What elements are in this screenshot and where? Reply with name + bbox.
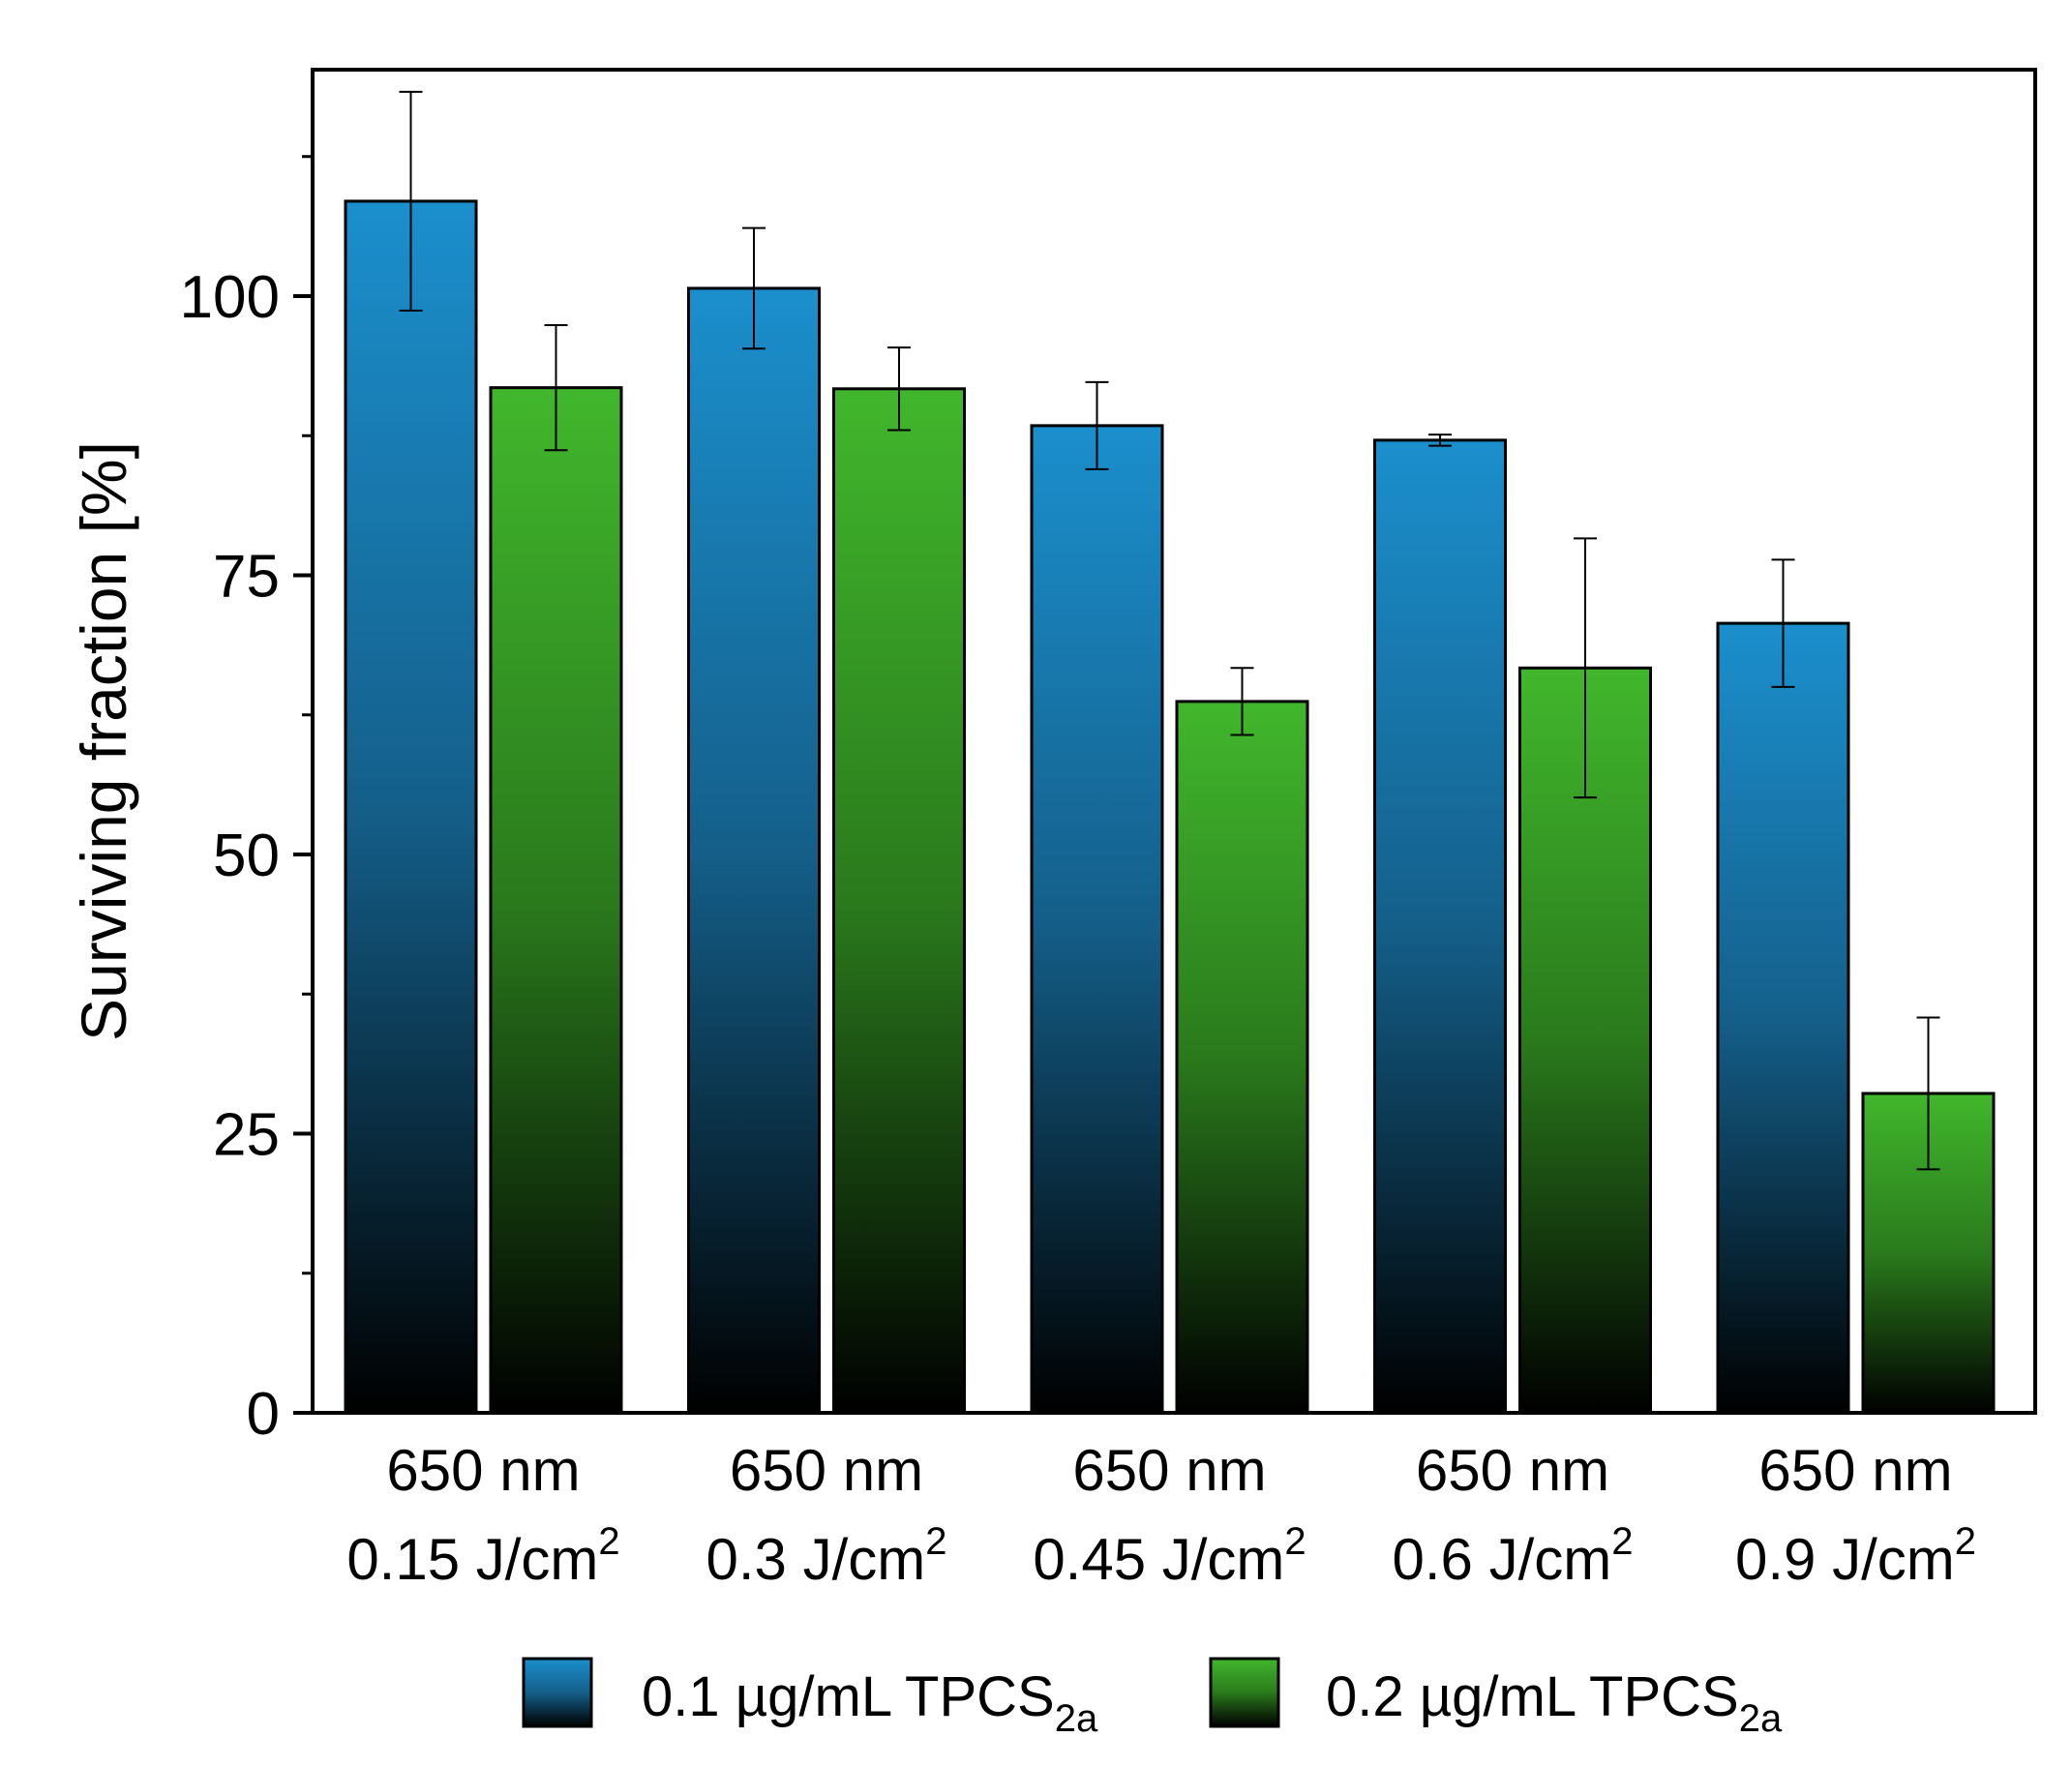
legend: 0.1 µg/mL TPCS2a 0.2 µg/mL TPCS2a — [522, 1657, 1783, 1740]
bar-series-1 — [1716, 621, 1850, 1415]
y-tick-label: 0 — [247, 1381, 280, 1448]
bar-series-2 — [1175, 700, 1309, 1415]
y-axis: 0 25 50 75 100 — [180, 155, 313, 1448]
legend-label-series-2: 0.2 µg/mL TPCS2a — [1326, 1665, 1783, 1740]
x-category-label-line1: 650 nm — [386, 1438, 580, 1503]
x-category-label-line1: 650 nm — [1758, 1438, 1952, 1503]
x-category-label-line2: 0.6 J/cm2 — [1393, 1520, 1634, 1592]
legend-swatch-series-1 — [522, 1657, 593, 1728]
bar-series-2 — [489, 386, 623, 1415]
y-axis-title: Surviving fraction [%] — [68, 441, 139, 1041]
legend-label-series-1: 0.1 µg/mL TPCS2a — [642, 1665, 1098, 1740]
y-tick-label: 50 — [213, 823, 280, 889]
y-tick-label: 100 — [180, 264, 280, 331]
legend-swatch-series-2 — [1209, 1657, 1280, 1728]
x-category-label-line1: 650 nm — [730, 1438, 923, 1503]
x-category-label-line1: 650 nm — [1416, 1438, 1609, 1503]
error-bars-group — [399, 90, 1940, 1171]
bar-series-1 — [687, 286, 821, 1415]
bar-series-1 — [344, 199, 478, 1415]
bars-group — [344, 199, 1996, 1415]
y-tick-label: 25 — [213, 1102, 280, 1169]
x-category-label-line1: 650 nm — [1072, 1438, 1266, 1503]
bar-series-1 — [1373, 438, 1507, 1415]
bar-series-2 — [832, 387, 966, 1415]
plot-frame — [311, 68, 2037, 1415]
x-category-label-line2: 0.45 J/cm2 — [1033, 1520, 1306, 1592]
x-axis-labels: 650 nm 0.15 J/cm2 650 nm 0.3 J/cm2 650 nm 0.4… — [346, 1438, 1976, 1592]
x-category-label-line2: 0.3 J/cm2 — [706, 1520, 947, 1592]
bar-series-1 — [1030, 424, 1164, 1415]
x-category-label-line2: 0.15 J/cm2 — [346, 1520, 619, 1592]
x-category-label-line2: 0.9 J/cm2 — [1735, 1520, 1976, 1592]
y-tick-label: 75 — [213, 544, 280, 611]
